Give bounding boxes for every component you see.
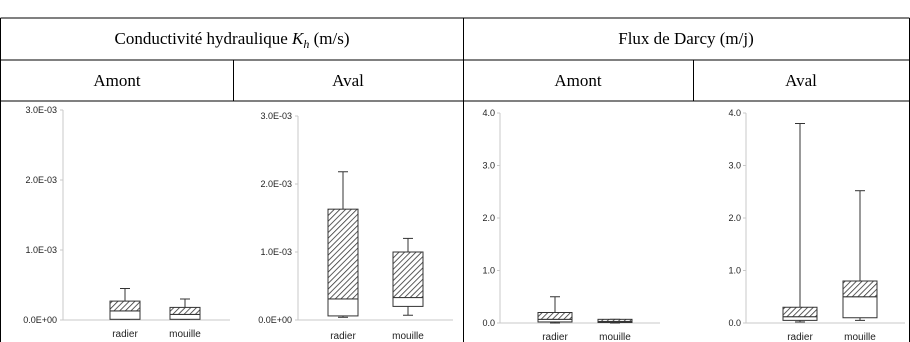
- y-tick-label: 1.0E-03: [260, 247, 292, 257]
- y-tick-label: 4.0: [728, 108, 741, 118]
- y-tick-label: 4.0: [482, 108, 495, 118]
- y-tick-label: 2.0: [482, 213, 495, 223]
- y-tick-label: 3.0: [728, 161, 741, 171]
- subheader-amont-kh: Amont: [93, 71, 141, 90]
- box-lower-quartile: [169, 313, 201, 320]
- header-conductivity-unit: (m/s): [309, 29, 349, 48]
- y-tick-label: 0.0E+00: [23, 315, 57, 325]
- y-tick-label: 0.0E+00: [258, 315, 292, 325]
- boxplot-kh-amont: 0.0E+00 1.0E-03 2.0E-03 3.0E-03 radier mouill…: [23, 105, 230, 340]
- category-label: mouille: [599, 332, 631, 342]
- header-conductivity-subscript: h: [303, 37, 309, 51]
- subheader-amont-darcy: Amont: [554, 71, 602, 90]
- header-conductivity-symbol: K: [291, 29, 305, 48]
- box-upper-quartile: [782, 306, 818, 318]
- category-label: mouille: [169, 329, 201, 340]
- y-tick-label: 0.0: [482, 318, 495, 328]
- y-tick-label: 1.0E-03: [25, 245, 57, 255]
- y-tick-label: 1.0: [482, 266, 495, 276]
- category-label: mouille: [392, 331, 424, 342]
- y-tick-label: 1.0: [728, 266, 741, 276]
- y-tick-label: 2.0: [728, 213, 741, 223]
- boxplot-darcy-amont: 0.0 1.0 2.0 3.0 4.0 radier mouille: [482, 108, 660, 342]
- category-label: radier: [787, 332, 813, 342]
- header-darcy-flux: Flux de Darcy (m/j): [618, 29, 754, 48]
- category-label: mouille: [844, 332, 876, 342]
- subheader-aval-darcy: Aval: [785, 71, 817, 90]
- box-upper-quartile: [597, 318, 633, 322]
- y-tick-label: 2.0E-03: [260, 179, 292, 189]
- box-upper-quartile: [109, 300, 141, 312]
- subheader-aval-kh: Aval: [332, 71, 364, 90]
- box-lower-quartile: [327, 298, 359, 317]
- box-upper-quartile: [169, 306, 201, 315]
- header-conductivity: Conductivité hydraulique Kh (m/s): [114, 29, 349, 51]
- box-upper-quartile: [537, 312, 573, 320]
- boxplot-kh-aval: 0.0E+00 1.0E-03 2.0E-03 3.0E-03 radier mouill…: [258, 111, 453, 342]
- y-tick-label: 0.0: [728, 318, 741, 328]
- y-tick-label: 2.0E-03: [25, 175, 57, 185]
- category-label: radier: [112, 329, 138, 340]
- header-conductivity-prefix: Conductivité hydraulique: [114, 29, 292, 48]
- box-upper-quartile: [392, 251, 424, 299]
- boxplot-darcy-aval: 0.0 1.0 2.0 3.0 4.0 radier mouille: [728, 108, 905, 342]
- box-lower-quartile: [782, 316, 818, 321]
- table-grid: [0, 17, 910, 342]
- box-lower-quartile: [842, 296, 878, 319]
- box-lower-quartile: [392, 297, 424, 307]
- box-lower-quartile: [109, 310, 141, 320]
- box-upper-quartile: [327, 208, 359, 300]
- y-tick-label: 3.0E-03: [260, 111, 292, 121]
- box-upper-quartile: [842, 280, 878, 298]
- y-tick-label: 3.0E-03: [25, 105, 57, 115]
- y-tick-label: 3.0: [482, 161, 495, 171]
- category-label: radier: [330, 331, 356, 342]
- category-label: radier: [542, 332, 568, 342]
